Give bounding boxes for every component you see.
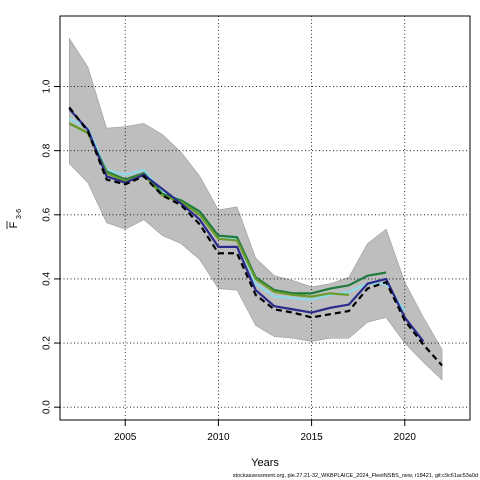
plot-frame [59, 15, 471, 421]
series-line-3 [68, 122, 349, 298]
y-tick-label: 0.8 [42, 143, 53, 157]
x-tick-label: 2005 [114, 432, 137, 443]
y-tick-label: 0.6 [42, 207, 53, 221]
y-tick-label: 0.4 [42, 272, 53, 286]
footer-note: stockassessment.org, ple.27.21-32_WKBPLA… [233, 473, 478, 479]
x-axis-title: Years [251, 457, 279, 469]
y-axis-title: F 3-6 [6, 209, 23, 229]
series-layer [68, 106, 443, 367]
series-line-2 [68, 122, 387, 295]
y-tick-label: 0.0 [42, 400, 53, 414]
y-tick-label: 1.0 [42, 79, 53, 93]
series-line-5 [68, 106, 443, 367]
y-axis-title-subscript: 3-6 [16, 209, 23, 219]
y-axis-title-main: F [8, 221, 20, 228]
x-tick-label: 2010 [207, 432, 230, 443]
grid-layer [60, 16, 470, 420]
y-tick-label: 0.2 [42, 336, 53, 350]
x-tick-label: 2020 [394, 432, 417, 443]
x-tick-label: 2015 [300, 432, 323, 443]
series-line-4 [68, 108, 425, 343]
axis-layer: 2005 2010 2015 2020 0.0 0.2 0.4 0.6 0.8 1.0 [42, 79, 417, 443]
